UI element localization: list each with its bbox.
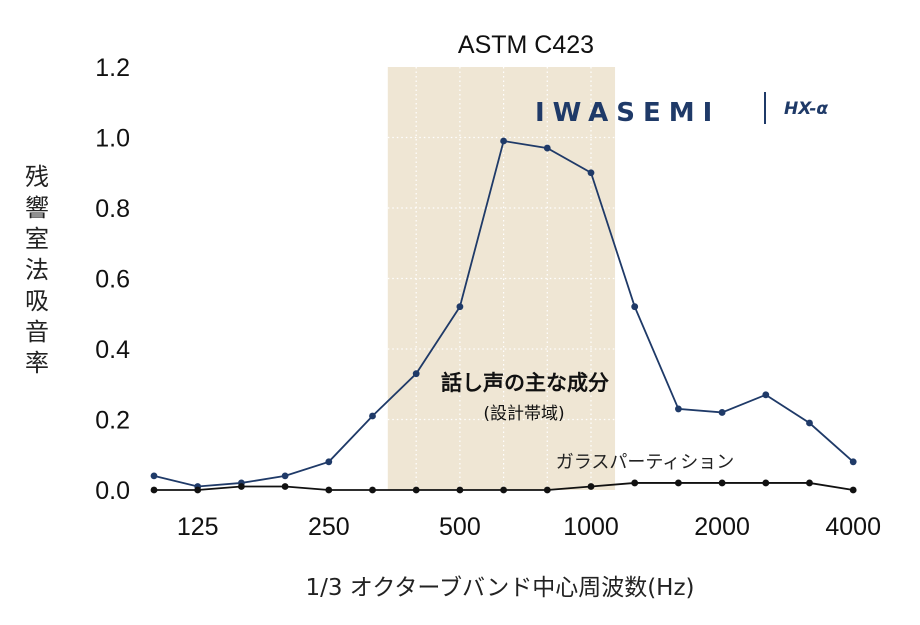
y-axis-label: 残響室法吸音率: [25, 163, 49, 377]
x-tick-label: 125: [177, 513, 219, 541]
y-tick-label: 0.0: [95, 477, 130, 505]
data-point: [675, 479, 682, 487]
data-point: [281, 472, 289, 480]
x-tick-label: 1000: [563, 513, 619, 541]
series-layer: [150, 137, 857, 494]
y-tick-label: 1.0: [95, 125, 130, 153]
tick-labels: 0.0 0.2 0.4 0.6 0.8 1.0 1.2 125 250 500 1000 2000 40…: [95, 54, 881, 541]
data-point: [412, 486, 420, 494]
data-point: [675, 405, 682, 413]
series-label-glass: ガラスパーティション: [556, 452, 735, 473]
data-point: [718, 409, 726, 416]
data-point: [631, 479, 639, 487]
x-tick-label: 2000: [694, 513, 750, 541]
data-point: [500, 486, 507, 494]
y-tick-label: 0.8: [95, 195, 130, 223]
x-tick-label: 250: [308, 513, 350, 541]
chart-title: ASTM C423: [458, 31, 594, 59]
data-point: [806, 479, 813, 487]
data-point: [849, 458, 857, 466]
data-point: [587, 483, 595, 490]
data-point: [718, 479, 726, 487]
data-point: [849, 486, 857, 494]
data-point: [762, 391, 770, 399]
data-point: [194, 486, 202, 494]
data-point: [762, 479, 770, 487]
data-point: [456, 303, 464, 311]
data-point: [543, 144, 551, 152]
data-point: [369, 412, 376, 420]
x-tick-label: 500: [439, 513, 481, 541]
data-point: [281, 483, 289, 490]
data-point: [587, 169, 595, 177]
data-point: [238, 483, 245, 490]
y-tick-label: 1.2: [95, 54, 130, 82]
data-point: [806, 419, 813, 427]
data-point: [631, 303, 639, 311]
data-point: [325, 486, 333, 494]
data-point: [150, 486, 158, 494]
band-label: 話し声の主な成分: [441, 371, 609, 395]
data-point: [456, 486, 464, 494]
data-point: [412, 370, 420, 378]
y-tick-label: 0.4: [95, 336, 130, 364]
data-point: [500, 137, 507, 145]
x-tick-label: 4000: [825, 513, 881, 541]
y-tick-label: 0.6: [95, 266, 130, 294]
y-tick-label: 0.2: [95, 407, 130, 435]
data-point: [543, 486, 551, 494]
data-point: [150, 472, 158, 480]
logo-brand: IWASEMI: [535, 98, 720, 128]
brand-logo: IWASEMI HX-α: [535, 92, 828, 128]
data-point: [325, 458, 333, 466]
x-axis-label: 1/3 オクターブバンド中心周波数(Hz): [305, 575, 694, 601]
band-sublabel: (設計帯域): [483, 404, 564, 424]
band-gridlines: [387, 67, 616, 490]
logo-model: HX-α: [784, 99, 828, 119]
data-point: [369, 486, 376, 494]
